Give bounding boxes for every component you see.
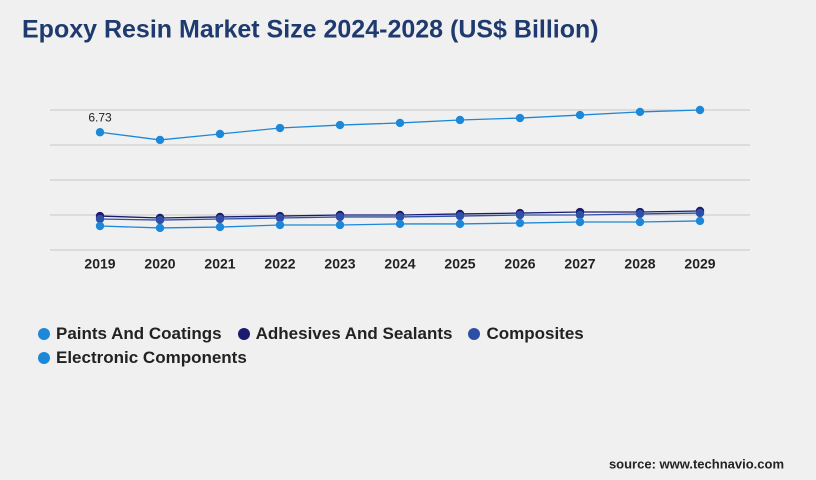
legend-label: Composites bbox=[486, 324, 584, 343]
data-point bbox=[515, 218, 525, 228]
data-point bbox=[455, 115, 465, 125]
data-point bbox=[275, 213, 285, 223]
data-point bbox=[95, 128, 105, 137]
x-tick-label: 2029 bbox=[684, 256, 715, 272]
data-point bbox=[155, 215, 165, 225]
data-label: 6.73 bbox=[88, 110, 112, 124]
legend-item: Paints And Coatings bbox=[38, 322, 222, 346]
x-tick-label: 2028 bbox=[624, 256, 655, 272]
data-point bbox=[395, 212, 405, 222]
data-point bbox=[95, 214, 105, 224]
data-point bbox=[455, 211, 465, 221]
x-tick-label: 2027 bbox=[564, 256, 595, 272]
legend-marker bbox=[38, 328, 50, 340]
data-point bbox=[335, 212, 345, 222]
data-point bbox=[275, 123, 285, 133]
data-point bbox=[515, 113, 525, 123]
data-point bbox=[515, 210, 525, 220]
data-point bbox=[575, 217, 585, 227]
legend-marker bbox=[468, 328, 481, 340]
legend-item: Electronic Components bbox=[38, 346, 247, 370]
data-point bbox=[395, 219, 405, 229]
legend-marker bbox=[38, 352, 50, 364]
legend-item: Composites bbox=[468, 322, 584, 346]
data-point bbox=[635, 107, 645, 117]
legend-label: Paints And Coatings bbox=[56, 324, 222, 343]
legend-label: Electronic Components bbox=[56, 348, 247, 367]
data-point bbox=[215, 214, 225, 224]
data-point bbox=[155, 135, 165, 145]
data-point bbox=[335, 120, 345, 130]
data-point bbox=[155, 223, 165, 233]
data-point bbox=[575, 110, 585, 120]
x-tick-label: 2025 bbox=[444, 256, 475, 272]
data-point bbox=[95, 221, 105, 231]
chart-title: Epoxy Resin Market Size 2024-2028 (US$ B… bbox=[22, 16, 599, 44]
data-point bbox=[695, 208, 705, 218]
legend-label: Adhesives And Sealants bbox=[255, 324, 453, 343]
x-tick-label: 2024 bbox=[384, 256, 415, 272]
data-point bbox=[335, 220, 345, 230]
data-point bbox=[635, 217, 645, 227]
data-point bbox=[695, 216, 705, 226]
data-point bbox=[275, 220, 285, 230]
x-tick-label: 2021 bbox=[204, 256, 235, 272]
x-tick-label: 2020 bbox=[144, 256, 175, 272]
legend-marker bbox=[237, 328, 250, 340]
x-tick-label: 2019 bbox=[84, 256, 115, 272]
data-point bbox=[635, 209, 645, 219]
x-tick-label: 2026 bbox=[504, 256, 535, 272]
data-point bbox=[215, 222, 225, 232]
data-point bbox=[215, 129, 225, 139]
data-point bbox=[395, 118, 405, 128]
x-tick-label: 2022 bbox=[264, 256, 295, 272]
source: source: www.technavio.com bbox=[609, 456, 784, 471]
x-tick-label: 2023 bbox=[324, 256, 355, 272]
data-point bbox=[455, 219, 465, 229]
data-point bbox=[575, 210, 585, 220]
legend: Paints And Coatings Adhesives And Sealant… bbox=[38, 322, 658, 370]
data-point bbox=[695, 105, 705, 115]
legend-item: Adhesives And Sealants bbox=[237, 322, 453, 346]
